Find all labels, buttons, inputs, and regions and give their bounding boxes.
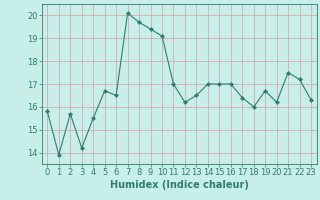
X-axis label: Humidex (Indice chaleur): Humidex (Indice chaleur)	[110, 180, 249, 190]
